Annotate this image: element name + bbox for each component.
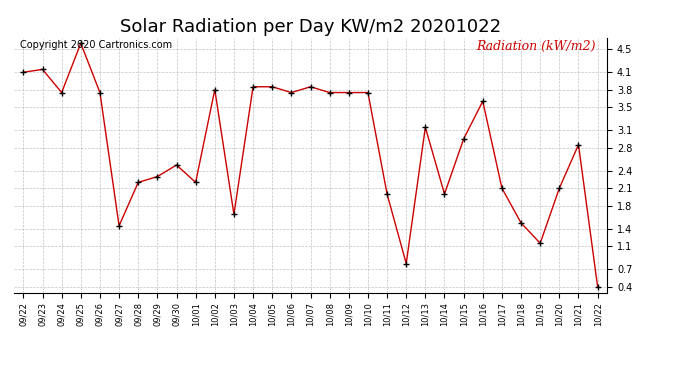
- Title: Solar Radiation per Day KW/m2 20201022: Solar Radiation per Day KW/m2 20201022: [120, 18, 501, 36]
- Text: Copyright 2020 Cartronics.com: Copyright 2020 Cartronics.com: [20, 40, 172, 50]
- Text: Radiation (kW/m2): Radiation (kW/m2): [476, 40, 595, 53]
